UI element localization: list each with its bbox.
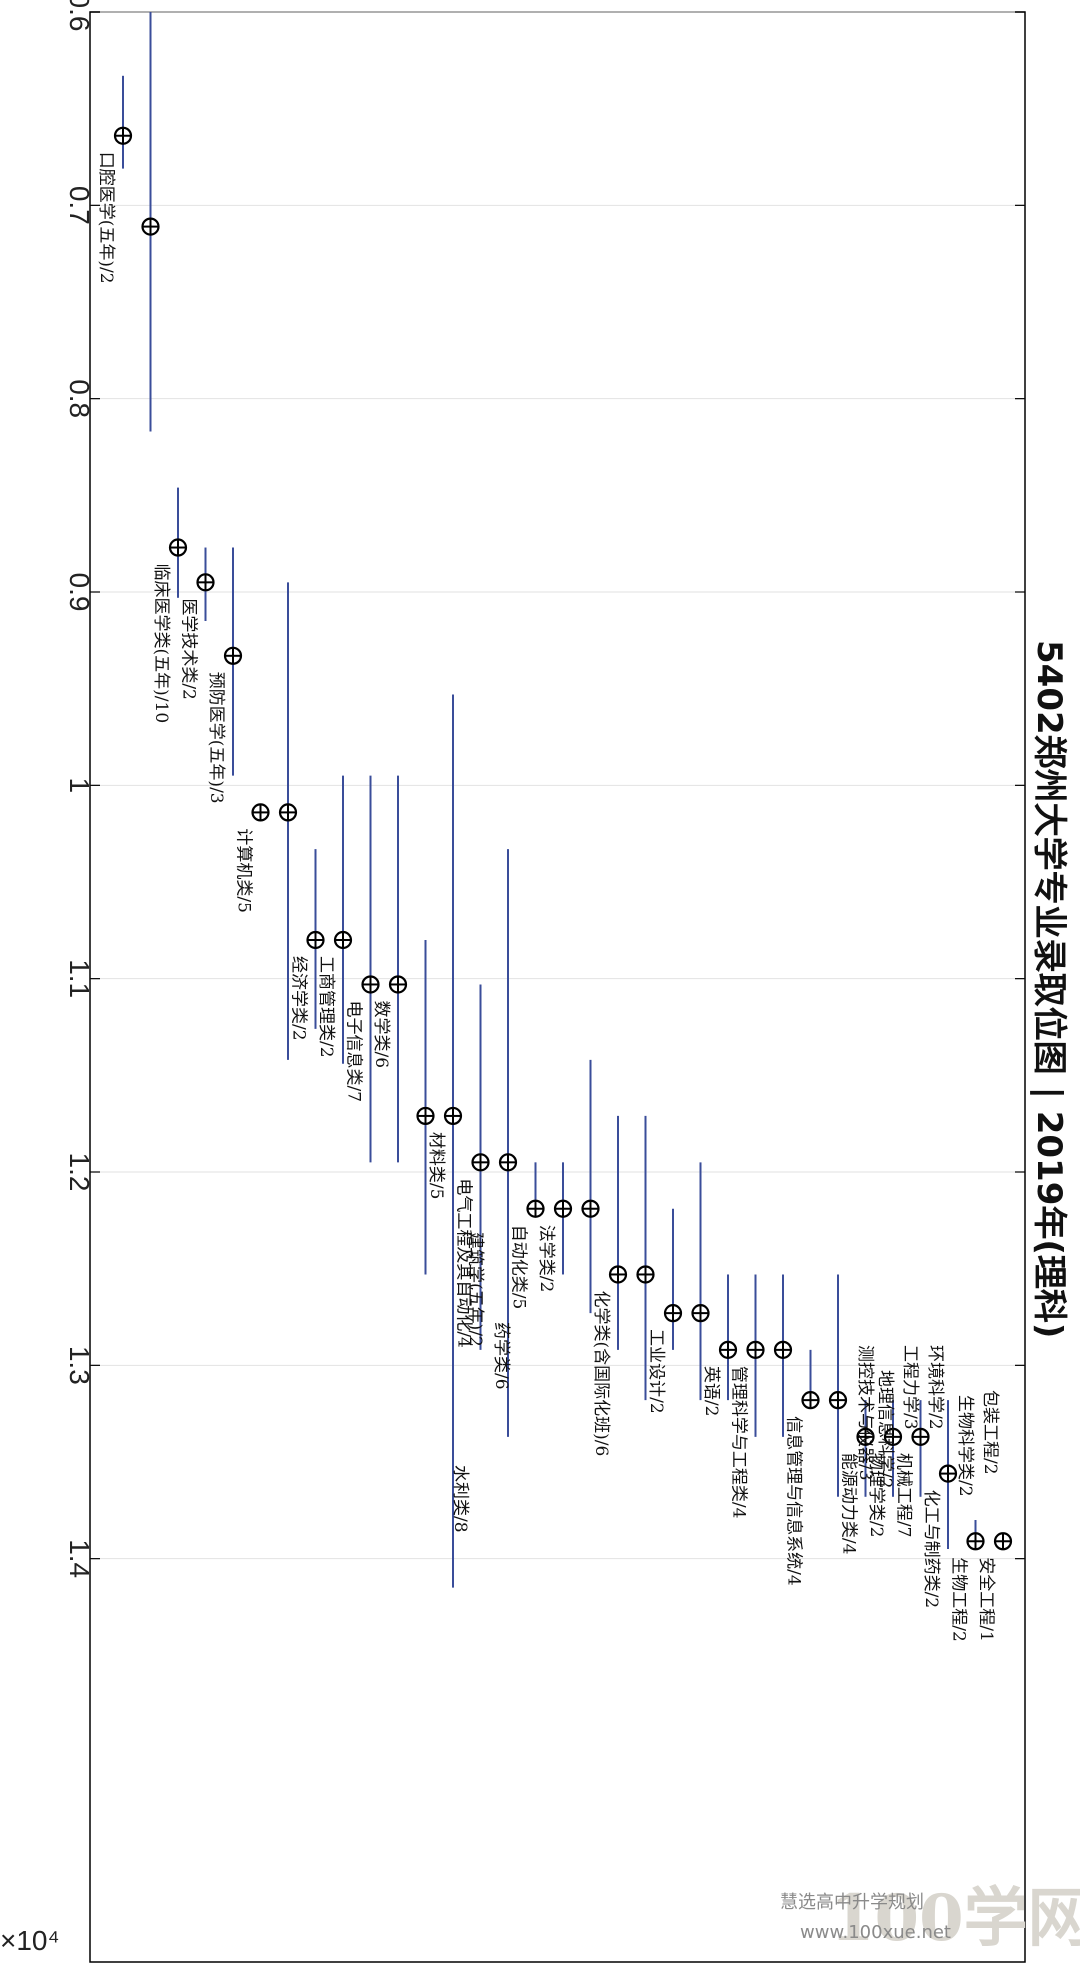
data-point xyxy=(801,1391,820,1410)
data-label: 生物工程/2 xyxy=(949,1557,969,1642)
data-point xyxy=(966,1532,985,1551)
data-point xyxy=(718,1340,738,1359)
data-point xyxy=(856,1427,875,1446)
tick-label: 0.6 xyxy=(64,0,95,31)
data-label: 工商管理类/2 xyxy=(316,956,336,1058)
tick-label: 1 xyxy=(64,778,95,794)
plot-area xyxy=(89,11,1026,1963)
data-label: 化学类(含国际化班)/6 xyxy=(591,1290,611,1456)
tick-label: 0.9 xyxy=(64,573,95,612)
data-label: 工程力学/3 xyxy=(900,1345,920,1430)
data-point xyxy=(608,1265,628,1284)
data-label: 英语/2 xyxy=(701,1366,721,1417)
data-point xyxy=(883,1427,903,1446)
markers xyxy=(113,126,1013,1551)
data-label: 地理信息科学/2 xyxy=(875,1370,895,1489)
tick-label: 1.3 xyxy=(64,1346,95,1385)
data-label: 数学类/6 xyxy=(371,1000,391,1068)
data-label: 预防医学(五年)/3 xyxy=(206,672,226,804)
data-label: 物理学类/2 xyxy=(866,1453,886,1538)
data-point xyxy=(691,1304,710,1323)
gridlines xyxy=(90,11,1025,1560)
data-label: 包装工程/2 xyxy=(980,1390,1000,1475)
data-point xyxy=(333,930,353,950)
data-label: 管理科学与工程类/4 xyxy=(729,1366,749,1519)
data-label: 生物科学类/2 xyxy=(955,1395,975,1497)
value-axis-ticks: 0.6 0.7 0.8 0.9 1 1.1 1.2 1.3 1.4 xyxy=(64,0,1025,1578)
data-point xyxy=(168,538,188,557)
data-label: 建筑学(五年)/2 xyxy=(465,1232,485,1347)
data-label: 法学类/2 xyxy=(536,1225,556,1293)
data-label: 能源动力类/4 xyxy=(839,1453,859,1555)
data-point xyxy=(361,975,380,994)
data-label: 药学类/6 xyxy=(491,1322,511,1390)
tick-label: 1.1 xyxy=(64,959,95,998)
data-point xyxy=(443,1106,463,1126)
data-label: 信息管理与信息系统/4 xyxy=(784,1416,804,1586)
data-label: 计算机类/5 xyxy=(234,828,254,913)
data-point xyxy=(663,1304,683,1323)
data-point xyxy=(636,1265,655,1284)
data-point xyxy=(911,1427,930,1446)
data-label: 电气工程及其自动化/4 xyxy=(454,1178,474,1348)
tick-label: 1.4 xyxy=(64,1539,95,1578)
data-point xyxy=(278,803,298,822)
data-label: 口腔医学(五年)/2 xyxy=(96,152,116,284)
data-point xyxy=(223,646,243,665)
data-label: 经济学类/2 xyxy=(289,956,309,1041)
data-point xyxy=(113,126,133,145)
watermark-logo: 100学网 xyxy=(830,1881,1080,1956)
data-label: 安全工程/1 xyxy=(976,1557,996,1642)
axis-multiplier: ×10⁴ xyxy=(0,1925,60,1956)
watermark-site-name: 慧选高中升学规划 xyxy=(780,1892,924,1913)
data-label: 电子信息类/7 xyxy=(344,1000,364,1102)
data-point xyxy=(251,803,270,822)
data-point xyxy=(993,1532,1013,1551)
data-point xyxy=(526,1199,545,1218)
data-label: 水利类/8 xyxy=(450,1465,470,1533)
data-point xyxy=(471,1153,490,1172)
data-label: 机械工程/7 xyxy=(894,1453,914,1538)
data-label: 工业设计/2 xyxy=(646,1329,666,1414)
data-label: 临床医学类(五年)/10 xyxy=(151,564,171,724)
data-point xyxy=(388,975,408,994)
data-label: 医学技术类/2 xyxy=(179,598,199,700)
data-point xyxy=(553,1199,573,1218)
data-point xyxy=(498,1153,518,1172)
data-label: 环境科学/2 xyxy=(925,1345,945,1430)
data-label: 化工与制药类/2 xyxy=(921,1490,941,1609)
data-label: 测控技术与仪器/3 xyxy=(855,1345,875,1481)
data-point xyxy=(141,217,160,236)
chart-title: 5402郑州大学专业录取位图 | 2019年(理科) xyxy=(1029,640,1069,1338)
tick-label: 0.7 xyxy=(64,186,95,225)
data-label: 自动化类/5 xyxy=(509,1225,529,1310)
data-point xyxy=(306,930,325,950)
data-point xyxy=(196,573,215,592)
data-point xyxy=(773,1340,793,1359)
data-point xyxy=(828,1391,848,1410)
data-label: 材料类/5 xyxy=(426,1132,446,1200)
data-point xyxy=(746,1340,765,1359)
tick-label: 1.2 xyxy=(64,1153,95,1192)
data-point xyxy=(581,1199,600,1218)
data-point xyxy=(416,1106,435,1126)
watermark: 100学网 慧选高中升学规划 www.100xue.net xyxy=(780,1881,1080,1956)
tick-label: 0.8 xyxy=(64,379,95,418)
category-labels: 口腔医学(五年)/2 临床医学类(五年)/10 医学技术类/2 预防医学(五年)/3 计… xyxy=(96,152,1000,1642)
watermark-url: www.100xue.net xyxy=(800,1922,951,1943)
data-point xyxy=(938,1464,958,1483)
